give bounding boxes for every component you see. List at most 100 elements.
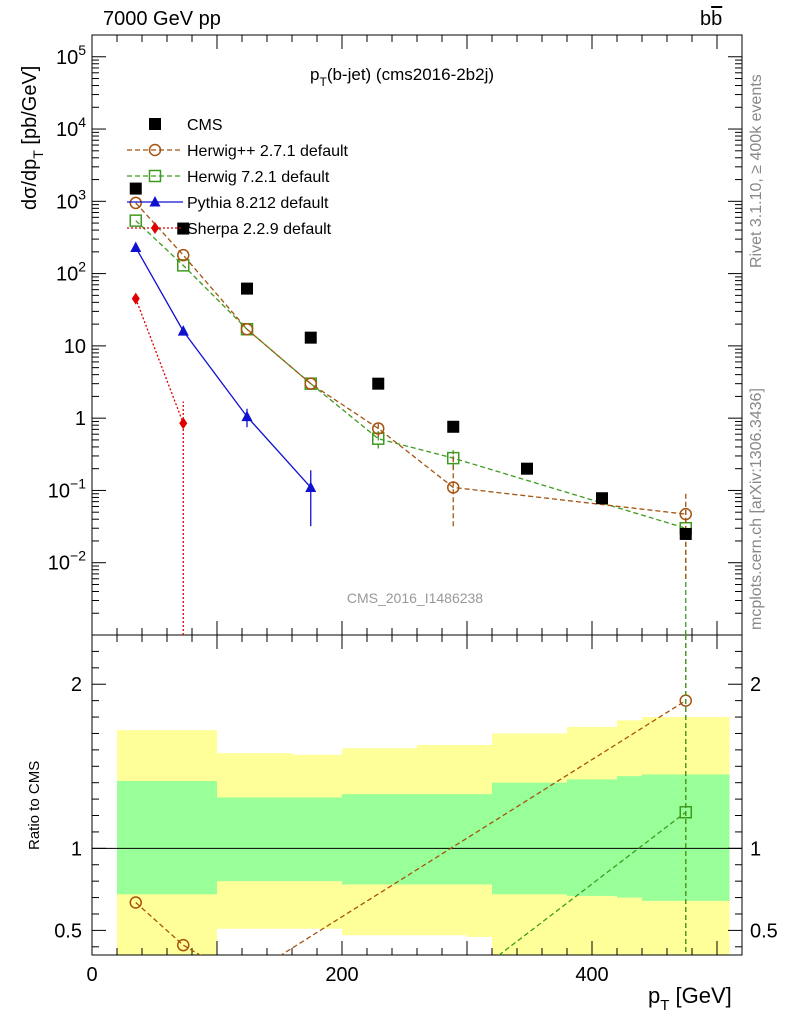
legend-marker <box>149 196 161 207</box>
x-axis-title-main: p <box>648 983 660 1008</box>
legend-item-pythia: Pythia 8.212 default <box>127 195 329 212</box>
process-bbar: b <box>711 8 723 30</box>
y-tick-exponent: 2 <box>78 259 86 275</box>
series-sherpa <box>131 292 188 635</box>
x-tick-label: 400 <box>575 964 608 986</box>
ratio-uncertainty-bands <box>117 717 730 955</box>
ratio-series <box>129 635 692 955</box>
green-band-bin <box>292 797 342 882</box>
series-cms <box>129 182 692 540</box>
data-point <box>596 492 608 505</box>
x-axis-title-rest: [GeV] <box>669 983 731 1008</box>
data-point <box>304 331 317 344</box>
plot-title-rest: (b-jet) (cms2016-2b2j) <box>327 65 494 84</box>
data-point <box>129 196 142 210</box>
data-point <box>241 410 253 422</box>
analysis-watermark: CMS_2016_I1486238 <box>347 590 483 606</box>
legend-item-herwigpp: Herwig++ 2.7.1 default <box>127 143 349 160</box>
green-band-bin <box>417 794 467 885</box>
data-point <box>131 292 140 305</box>
data-point <box>679 507 692 521</box>
data-point <box>679 527 692 540</box>
data-point <box>177 259 190 272</box>
data-point <box>177 248 190 262</box>
legend-marker <box>151 222 159 234</box>
y-tick-exponent: 4 <box>78 114 86 130</box>
ratio-y-tick-label-left: 2 <box>71 674 82 696</box>
ratio-point <box>129 896 142 909</box>
series-line <box>135 220 686 529</box>
legend-marker <box>149 118 161 130</box>
y-tick-base: 10 <box>64 336 86 358</box>
y-axis-title-sub: T <box>30 150 46 159</box>
y-tick-base: 10 <box>48 553 70 575</box>
data-point <box>521 462 533 475</box>
ratio-y-tick-label-right: 2 <box>750 674 761 696</box>
data-point <box>372 422 385 435</box>
data-series: CMS_2016_I1486238 <box>129 182 692 955</box>
series-line <box>135 247 312 488</box>
y-axis-title-main: dσ/dp <box>19 159 41 210</box>
ratio-axis-title: Ratio to CMS <box>26 761 43 850</box>
green-band-bin <box>492 782 567 895</box>
data-point <box>240 322 254 336</box>
legend-label: Pythia 8.212 default <box>187 195 329 212</box>
data-point <box>129 182 142 195</box>
legend-item-sherpa: Sherpa 2.2.9 default <box>127 221 332 238</box>
legend-marker <box>148 169 162 183</box>
y-tick-label: 1 <box>75 408 86 430</box>
x-axis-title-sub: T <box>660 997 669 1014</box>
ratio-y-tick-label-left: 0.5 <box>54 920 82 942</box>
y-tick-base: 10 <box>56 191 78 213</box>
header-energy-label: 7000 GeV pp <box>103 8 221 30</box>
data-point <box>177 325 189 336</box>
y-tick-base: 10 <box>48 480 70 502</box>
y-tick-exponent: −2 <box>70 548 86 564</box>
y-tick-base: 1 <box>75 408 86 430</box>
legend-label: CMS <box>187 117 223 134</box>
ratio-y-tick-label-right: 1 <box>750 838 761 860</box>
data-point <box>447 481 460 494</box>
ratio-y-tick-label-right: 0.5 <box>750 920 778 942</box>
process-b: b <box>700 8 712 30</box>
data-point <box>179 417 188 430</box>
y-tick-label: 10 <box>64 336 86 358</box>
x-tick-label: 200 <box>325 964 358 986</box>
y-tick-label: 10−1 <box>48 475 86 502</box>
x-axis-title: pT [GeV] <box>648 983 732 1014</box>
y-tick-label: 104 <box>56 114 86 141</box>
legend-label: Sherpa 2.2.9 default <box>187 221 332 238</box>
data-point <box>129 214 142 227</box>
data-point <box>304 377 317 390</box>
data-point <box>177 222 190 235</box>
ratio-line <box>135 700 687 955</box>
legend: CMS Herwig++ 2.7.1 default Herwig 7.2.1 de… <box>127 117 349 238</box>
y-tick-label: 105 <box>56 42 86 69</box>
series-herwigpp <box>129 196 692 579</box>
green-band-bin <box>342 794 417 885</box>
y-tick-label: 102 <box>56 259 86 286</box>
y-tick-exponent: 3 <box>78 186 86 202</box>
green-band-bin <box>117 781 217 895</box>
data-point <box>447 420 460 433</box>
legend-item-herwig7: Herwig 7.2.1 default <box>127 169 330 186</box>
header-process-label: bb <box>700 8 722 31</box>
data-point <box>305 481 317 492</box>
y-tick-base: 10 <box>56 47 78 69</box>
x-tick-label: 0 <box>86 964 97 986</box>
legend-label: Herwig++ 2.7.1 default <box>187 143 349 160</box>
ratio-line <box>498 811 687 955</box>
legend-label: Herwig 7.2.1 default <box>187 169 330 186</box>
legend-item-cms: CMS <box>149 117 223 134</box>
green-band-bin <box>467 794 492 885</box>
y-axis-title: dσ/dpT [pb/GeV] <box>19 66 46 210</box>
y-tick-exponent: 5 <box>78 42 86 58</box>
y-tick-base: 10 <box>56 119 78 141</box>
ratio-point <box>177 938 190 952</box>
plot-title-main: p <box>310 65 319 84</box>
plot-title: pT(b-jet) (cms2016-2b2j) <box>310 65 494 89</box>
y-tick-exponent: −1 <box>70 475 86 491</box>
green-band-bin <box>217 797 292 882</box>
